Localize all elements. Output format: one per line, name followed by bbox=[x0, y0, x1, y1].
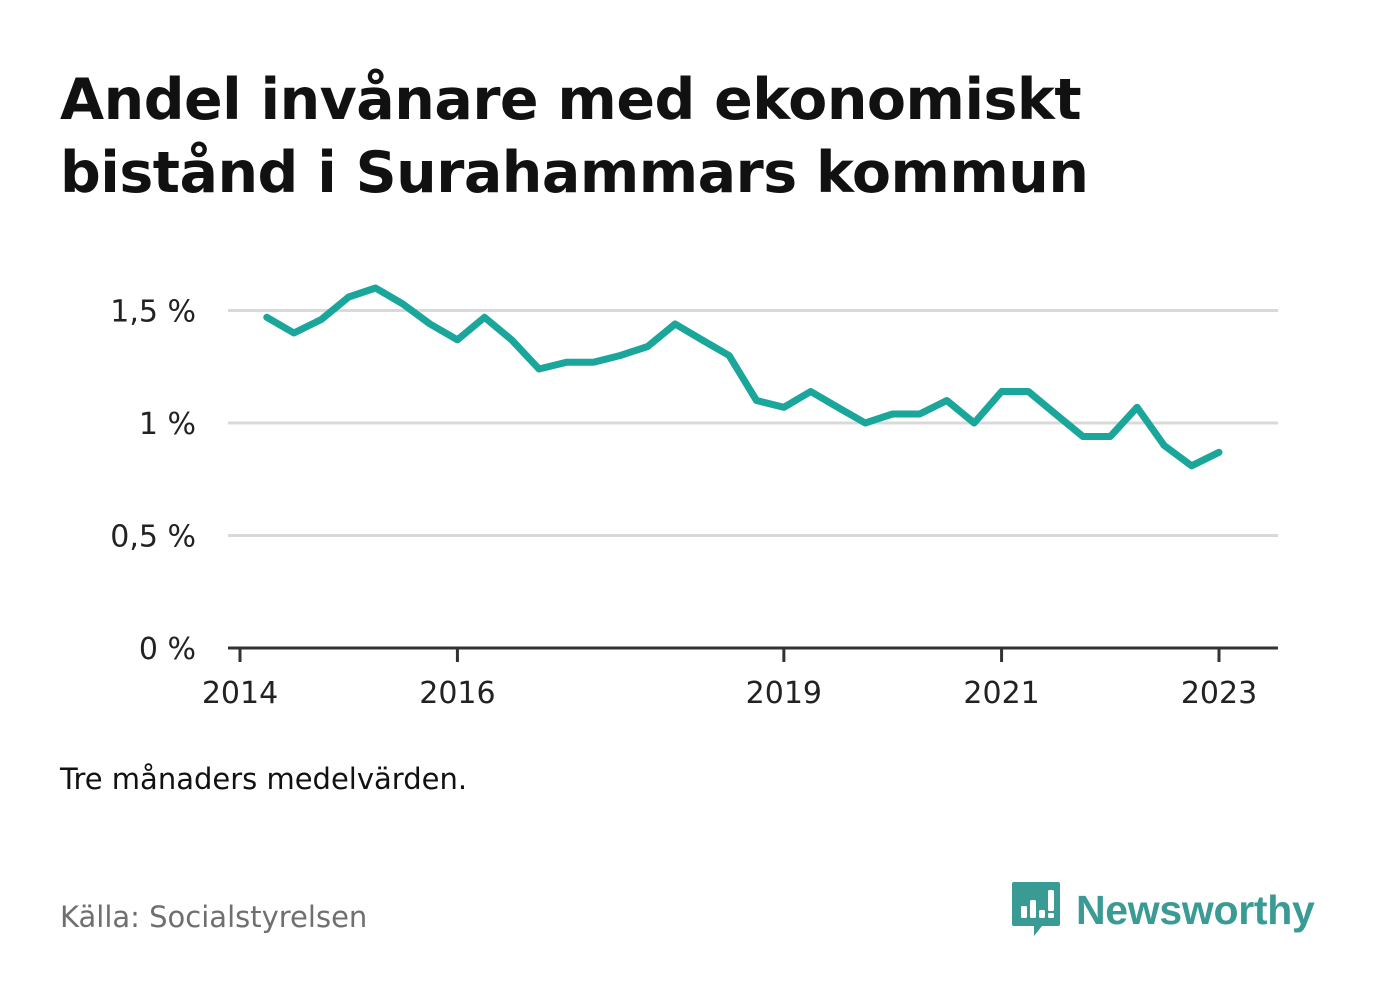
data-point bbox=[1161, 443, 1167, 449]
y-tick-label: 0,5 % bbox=[110, 520, 196, 555]
data-point bbox=[318, 317, 324, 323]
newsworthy-logo-icon bbox=[1012, 882, 1060, 936]
data-point bbox=[862, 420, 868, 426]
x-tick-label: 2014 bbox=[202, 676, 278, 711]
data-point bbox=[645, 344, 651, 350]
data-point bbox=[781, 404, 787, 410]
data-point bbox=[971, 420, 977, 426]
data-point bbox=[1189, 463, 1195, 469]
data-point bbox=[536, 366, 542, 372]
x-axis-ticks: 2014 2016 2019 2021 2023 bbox=[202, 648, 1257, 711]
data-point bbox=[699, 337, 705, 343]
data-point bbox=[999, 389, 1005, 395]
data-point bbox=[617, 353, 623, 359]
data-point bbox=[400, 301, 406, 307]
x-tick-label: 2021 bbox=[963, 676, 1039, 711]
data-point bbox=[1080, 434, 1086, 440]
data-point bbox=[917, 411, 923, 417]
data-point bbox=[509, 337, 515, 343]
source-credit: Källa: Socialstyrelsen bbox=[60, 900, 368, 934]
x-tick-label: 2023 bbox=[1181, 676, 1257, 711]
data-point bbox=[264, 314, 270, 320]
x-tick-label: 2019 bbox=[746, 676, 822, 711]
data-point bbox=[1025, 389, 1031, 395]
data-point bbox=[754, 398, 760, 404]
chart-note: Tre månaders medelvärden. bbox=[60, 762, 468, 796]
data-point bbox=[944, 398, 950, 404]
data-point bbox=[427, 321, 433, 327]
data-point bbox=[1134, 404, 1140, 410]
y-tick-label: 1,5 % bbox=[110, 295, 196, 330]
data-point bbox=[808, 389, 814, 395]
data-point bbox=[1053, 411, 1059, 417]
data-point bbox=[563, 359, 569, 365]
data-point bbox=[291, 330, 297, 336]
brand-name: Newsworthy bbox=[1076, 886, 1315, 933]
data-point bbox=[373, 285, 379, 291]
series-line bbox=[263, 284, 1223, 470]
data-point bbox=[454, 337, 460, 343]
newsworthy-logo: Newsworthy bbox=[1010, 878, 1315, 942]
data-point bbox=[1107, 434, 1113, 440]
data-point bbox=[346, 294, 352, 300]
data-point bbox=[590, 359, 596, 365]
data-point bbox=[672, 321, 678, 327]
y-axis-tick-labels: 0 % 0,5 % 1 % 1,5 % bbox=[110, 295, 196, 668]
gridlines bbox=[228, 309, 1278, 537]
y-tick-label: 0 % bbox=[139, 632, 196, 667]
data-point bbox=[890, 411, 896, 417]
x-tick-label: 2016 bbox=[419, 676, 495, 711]
data-point bbox=[482, 314, 488, 320]
data-point bbox=[1216, 449, 1222, 455]
chart-title: Andel invånare med ekonomiskt bistånd i … bbox=[60, 67, 1089, 206]
y-tick-label: 1 % bbox=[139, 407, 196, 442]
data-point bbox=[726, 353, 732, 359]
data-point bbox=[835, 404, 841, 410]
